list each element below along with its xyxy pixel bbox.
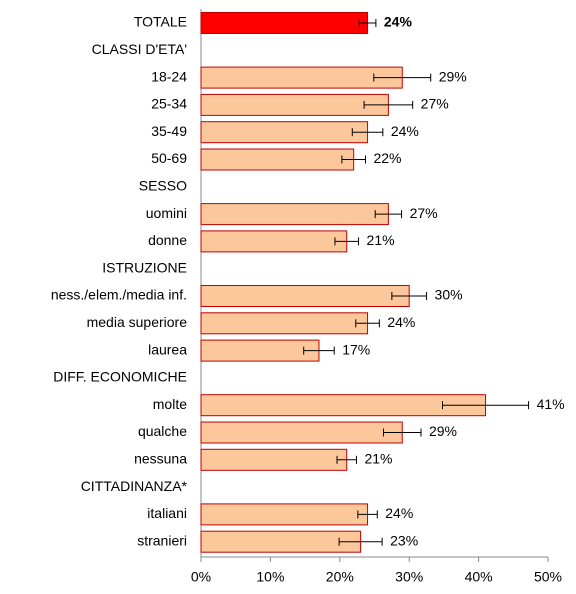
category-label: italiani <box>147 505 187 521</box>
value-label: 24% <box>387 314 415 330</box>
x-tick-label: 0% <box>191 569 211 585</box>
category-label: 50-69 <box>151 150 187 166</box>
value-label: 17% <box>342 341 370 357</box>
value-label: 22% <box>373 150 401 166</box>
bar <box>200 230 348 253</box>
bar <box>200 148 355 171</box>
error-bar <box>355 319 380 328</box>
value-label: 27% <box>410 205 438 221</box>
category-label: ISTRUZIONE <box>102 259 187 275</box>
error-bar <box>334 237 360 246</box>
bar <box>200 66 403 89</box>
bar <box>200 421 403 444</box>
error-bar <box>358 19 377 27</box>
error-bar <box>373 73 432 82</box>
error-bar <box>341 155 366 164</box>
bar <box>200 448 348 471</box>
bar <box>200 93 389 116</box>
error-bar <box>391 292 428 300</box>
value-label: 23% <box>390 532 418 548</box>
category-label: DIFF. ECONOMICHE <box>53 369 187 385</box>
x-tick-label: 30% <box>395 569 423 585</box>
category-label: media superiore <box>87 314 188 330</box>
value-label: 24% <box>391 123 419 139</box>
error-bar <box>363 100 414 109</box>
error-bar <box>442 401 530 410</box>
value-label: 24% <box>385 505 413 521</box>
x-tick-label: 50% <box>534 569 562 585</box>
value-label: 29% <box>429 423 457 439</box>
value-label: 29% <box>439 68 467 84</box>
x-tick-label: 10% <box>256 569 284 585</box>
bar <box>200 285 410 307</box>
bar <box>200 530 362 553</box>
category-label: 35-49 <box>151 123 187 139</box>
category-label: CLASSI D'ETA' <box>92 41 187 57</box>
bar <box>200 312 369 335</box>
category-label: CITTADINANZA* <box>81 478 188 494</box>
value-label: 41% <box>537 396 565 412</box>
error-bar <box>374 210 403 219</box>
category-label: qualche <box>138 423 187 439</box>
category-label: 25-34 <box>151 96 187 112</box>
category-label: SESSO <box>139 178 187 194</box>
x-tick-label: 40% <box>465 569 493 585</box>
error-bar <box>357 510 378 519</box>
category-label: molte <box>153 396 187 412</box>
value-label: 30% <box>435 287 463 303</box>
bar <box>200 503 369 526</box>
category-label: TOTALE <box>134 14 187 30</box>
error-bar <box>338 537 383 546</box>
error-bar <box>351 128 384 137</box>
error-bar <box>336 455 357 464</box>
category-label: ness./elem./media inf. <box>51 287 187 303</box>
bar <box>200 339 320 362</box>
category-label: uomini <box>146 205 187 221</box>
value-label: 24% <box>384 14 413 30</box>
category-label: nessuna <box>134 451 187 467</box>
value-label: 21% <box>367 232 395 248</box>
category-label: stranieri <box>137 532 187 548</box>
value-label: 21% <box>364 451 392 467</box>
category-label: laurea <box>148 341 187 357</box>
bar <box>200 121 369 144</box>
value-label: 27% <box>421 96 449 112</box>
bar <box>200 203 389 226</box>
x-tick-label: 20% <box>326 569 354 585</box>
category-label: donne <box>148 232 187 248</box>
category-label: 18-24 <box>151 68 187 84</box>
error-bar <box>383 428 422 437</box>
bar <box>200 12 369 34</box>
error-bar <box>303 346 335 355</box>
